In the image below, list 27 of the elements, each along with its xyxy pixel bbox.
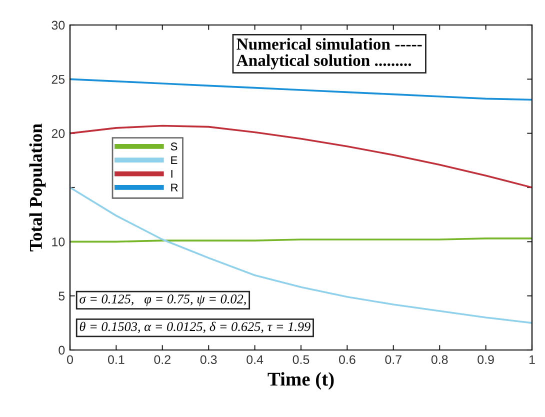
legend-label: S <box>170 142 178 150</box>
annotation: Numerical simulation ----- Analytical solution ......... <box>236 38 422 70</box>
y-tick-label: 5 <box>58 292 65 300</box>
y-tick-label: 0 <box>58 346 65 355</box>
y-tick-label: 25 <box>52 74 65 84</box>
y-tick-label: 10 <box>52 237 65 246</box>
y-tick-label: 30 <box>52 20 65 30</box>
x-tick-label: 0.3 <box>200 355 217 364</box>
annotation: σ = 0.125, φ = 0.75, ψ = 0.02, <box>80 294 246 306</box>
x-tick-label: 1 <box>529 355 535 364</box>
x-tick-label: 0.1 <box>108 355 124 364</box>
x-tick-label: 0 <box>67 355 73 364</box>
x-tick-label: 0.4 <box>246 355 264 364</box>
x-tick-label: 0.7 <box>385 355 402 364</box>
legend-label: R <box>171 184 178 192</box>
y-axis-title: Total Population <box>29 124 46 252</box>
x-tick-label: 0.8 <box>431 355 448 364</box>
x-tick-label: 0.9 <box>478 355 494 364</box>
x-tick-label: 0.5 <box>292 355 310 364</box>
x-tick-label: 0.2 <box>154 355 170 364</box>
legend-label: E <box>171 156 178 164</box>
y-tick-label: 20 <box>52 129 65 138</box>
x-tick-label: 0.6 <box>339 355 356 364</box>
annotation: θ = 0.1503, α = 0.0125, δ = 0.625, τ = 1.99 <box>80 322 310 333</box>
legend-label: I <box>171 170 172 178</box>
x-axis-title: Time (t) <box>268 372 334 390</box>
line-series <box>70 78 532 101</box>
